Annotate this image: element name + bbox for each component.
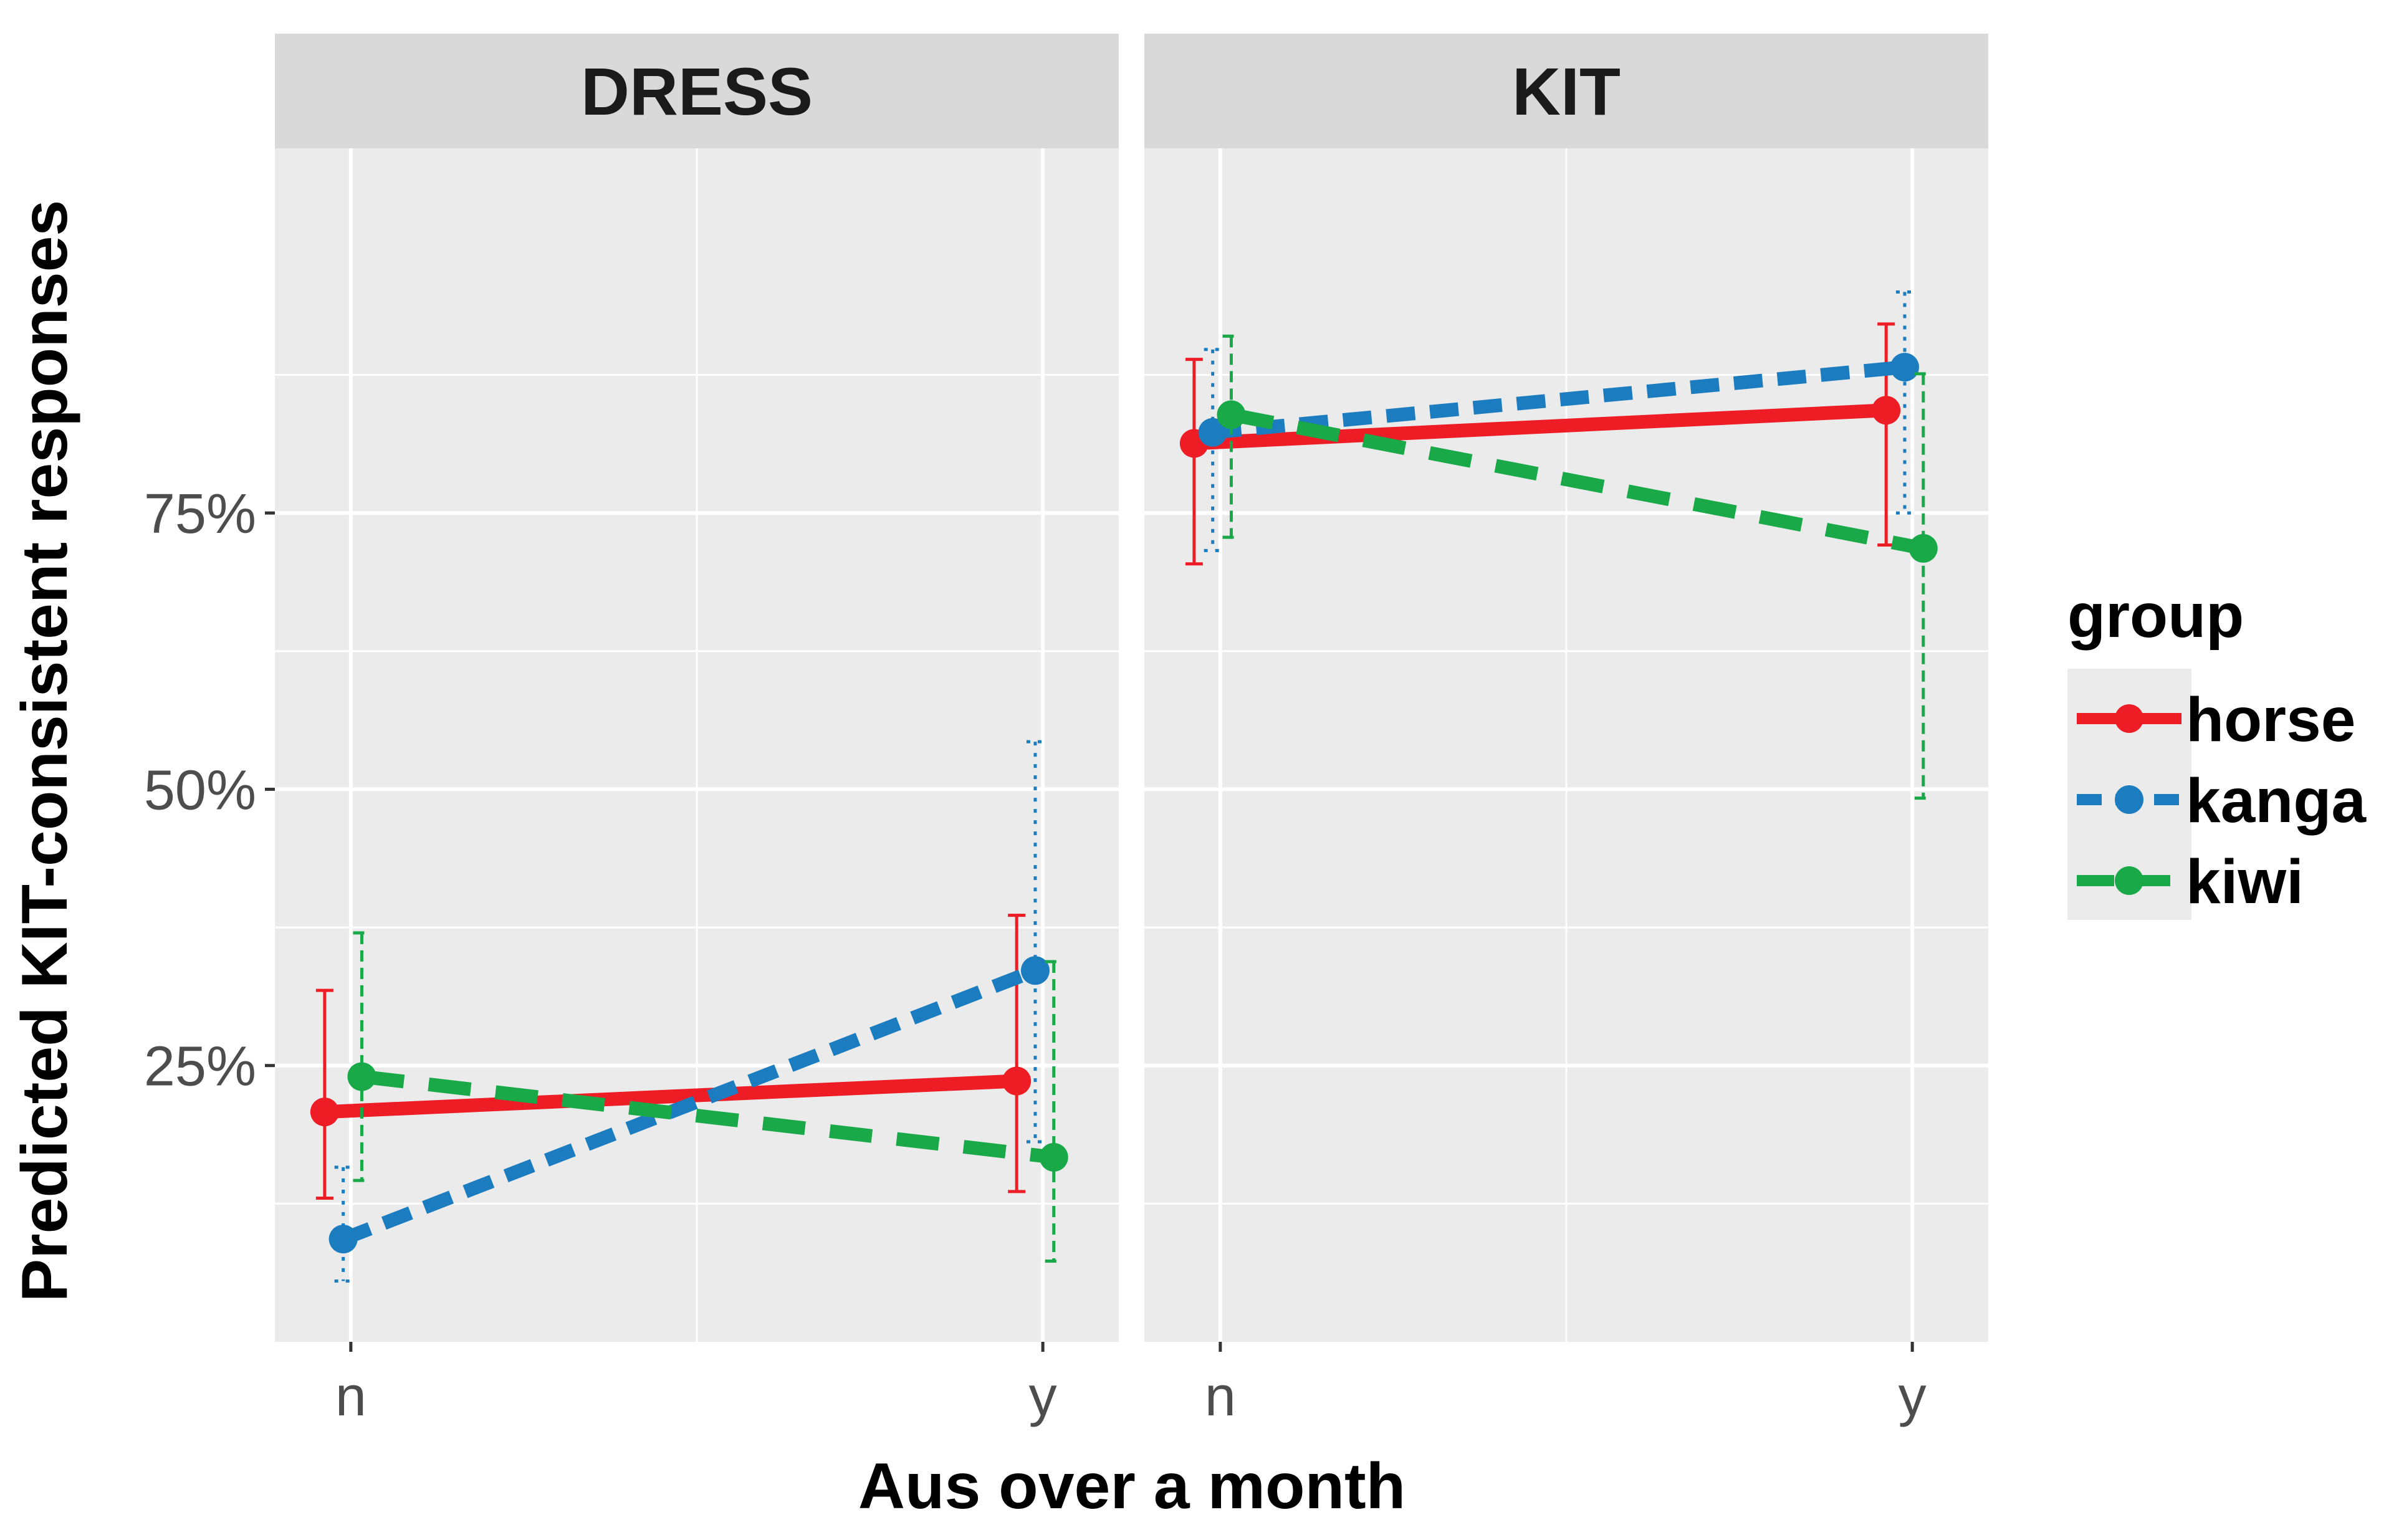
x-tick-label: y (1899, 1365, 1927, 1428)
legend-key-point (2115, 785, 2143, 814)
point-kiwi (347, 1062, 376, 1091)
series-line-kiwi (361, 1069, 1055, 1164)
legend-key-point (2115, 866, 2143, 895)
facet-panels: DRESS KIT (275, 34, 1988, 1342)
series-line-horse (324, 1074, 1017, 1119)
legend-label: horse (2186, 685, 2355, 755)
point-kanga (1198, 418, 1227, 447)
point-kanga (1890, 353, 1919, 382)
facet-strip-label: KIT (1512, 54, 1621, 129)
x-tick-label: n (335, 1365, 366, 1428)
error-bar-kanga (1895, 290, 1913, 515)
point-horse (1002, 1066, 1032, 1096)
series-kiwi-kit (1217, 334, 1938, 800)
series-line-kanga (1212, 360, 1905, 439)
error-bar-kanga (334, 1165, 352, 1283)
y-axis: 25% 50% 75% (144, 483, 275, 1098)
series-horse-kit (1179, 322, 1901, 566)
error-bar-horse (1185, 358, 1203, 566)
panel-dress: DRESS (275, 34, 1119, 1342)
point-kiwi (1217, 400, 1246, 429)
panel-kit: KIT (1144, 34, 1988, 1342)
legend-label: kanga (2186, 766, 2367, 836)
legend-item-kiwi: kiwi (2077, 847, 2304, 917)
error-bar-kiwi (1222, 334, 1240, 539)
y-tick-label: 75% (144, 483, 256, 545)
legend-key-point (2115, 704, 2143, 733)
series-line-kanga (340, 964, 1038, 1246)
legend-title: group (2067, 581, 2244, 651)
error-bar-kanga (1204, 348, 1222, 552)
x-axis-title: Aus over a month (858, 1450, 1406, 1523)
y-tick-label: 25% (144, 1036, 256, 1098)
y-tick-label: 50% (144, 759, 256, 821)
series-horse-dress (310, 914, 1032, 1200)
error-bar-kiwi (353, 931, 371, 1182)
series-line-kiwi (1230, 408, 1925, 555)
point-kiwi (1039, 1142, 1068, 1172)
legend-label: kiwi (2186, 847, 2304, 917)
point-kiwi (1908, 533, 1938, 563)
facet-strip-label: DRESS (581, 54, 813, 129)
error-bar-kiwi (1045, 960, 1063, 1263)
x-tick-label: n (1205, 1365, 1236, 1428)
point-kanga (328, 1225, 358, 1254)
legend-item-horse: horse (2077, 685, 2355, 755)
legend: group horse kanga kiwi (2067, 581, 2367, 920)
series-kanga-dress (328, 740, 1050, 1283)
facet-strip (1144, 34, 1988, 148)
x-tick-label: y (1029, 1365, 1057, 1428)
point-horse (310, 1098, 339, 1127)
y-axis-title: Predicted KIT-consistent responses (9, 200, 81, 1303)
series-line-horse (1194, 403, 1887, 451)
error-bar-horse (1008, 914, 1026, 1193)
error-bar-kanga (1026, 740, 1044, 1144)
legend-item-kanga: kanga (2077, 766, 2367, 836)
point-kanga (1020, 956, 1050, 985)
error-bar-kiwi (1914, 372, 1932, 800)
facet-strip (275, 34, 1119, 148)
series-kiwi-dress (347, 931, 1068, 1263)
series-kanga-kit (1198, 290, 1919, 552)
point-horse (1872, 396, 1901, 425)
error-bar-horse (315, 988, 333, 1200)
